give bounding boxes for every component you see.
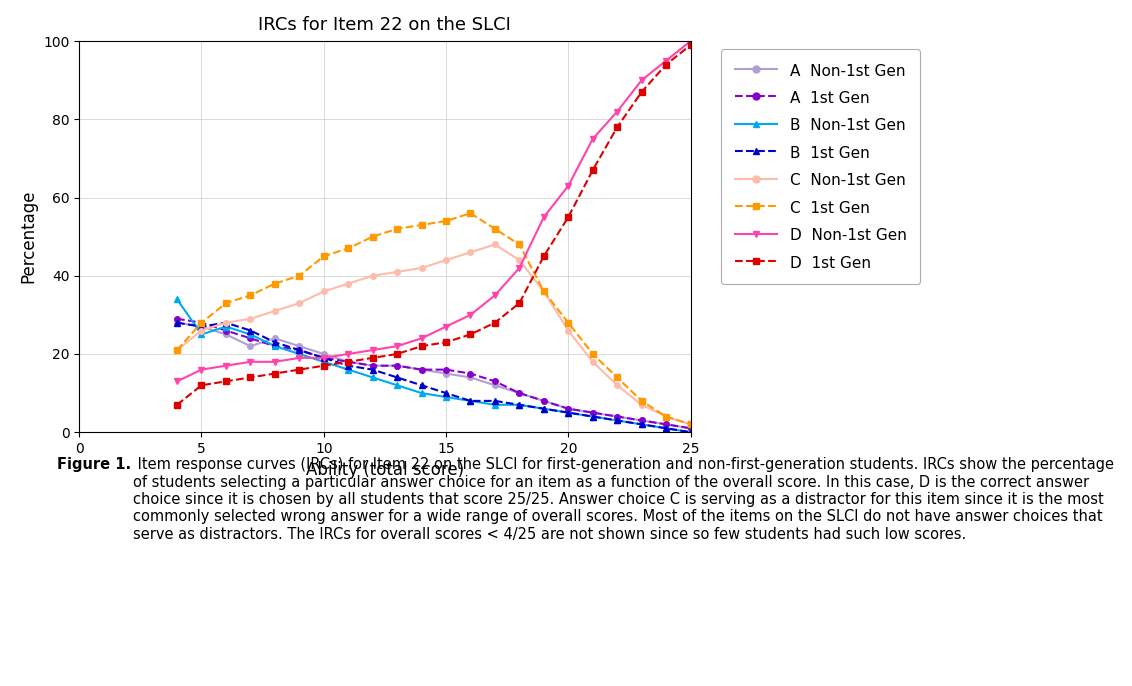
Y-axis label: Percentage: Percentage — [19, 190, 37, 283]
Text: Figure 1.: Figure 1. — [57, 458, 130, 472]
Legend: A  Non-1st Gen, A  1st Gen, B  Non-1st Gen, B  1st Gen, C  Non-1st Gen, C  1st G: A Non-1st Gen, A 1st Gen, B Non-1st Gen,… — [721, 49, 920, 285]
X-axis label: Ability (total score): Ability (total score) — [306, 462, 464, 480]
Title: IRCs for Item 22 on the SLCI: IRCs for Item 22 on the SLCI — [258, 16, 512, 34]
Text: Item response curves (IRCs) for Item 22 on the SLCI for first-generation and non: Item response curves (IRCs) for Item 22 … — [132, 458, 1114, 542]
